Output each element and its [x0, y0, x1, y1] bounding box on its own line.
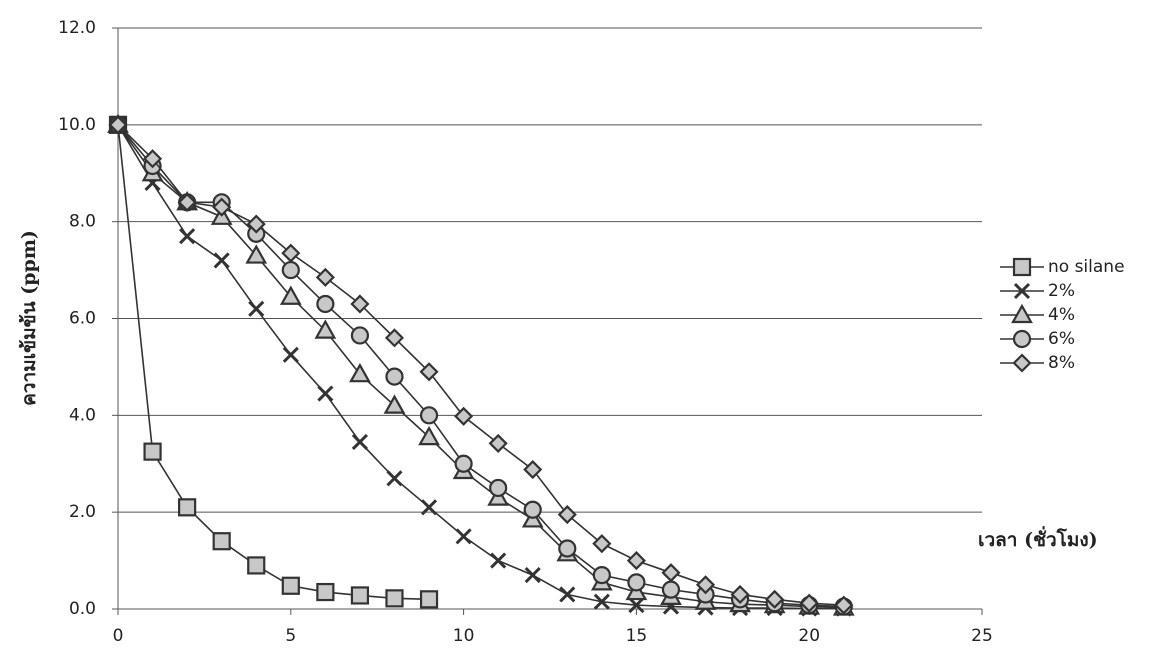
- marker: [179, 228, 196, 245]
- marker: [213, 252, 230, 269]
- marker: [626, 551, 646, 571]
- marker: [279, 285, 302, 305]
- series-line: [117, 124, 844, 610]
- marker: [212, 532, 231, 551]
- marker: [177, 192, 197, 212]
- legend-marker: [1012, 257, 1032, 277]
- marker: [765, 589, 785, 609]
- marker: [384, 328, 405, 348]
- x-tick-label: 25: [971, 626, 993, 646]
- marker: [661, 580, 681, 599]
- marker: [592, 566, 611, 585]
- series-line: [117, 124, 430, 601]
- series-line: [117, 124, 844, 609]
- marker: [592, 534, 612, 554]
- marker: [246, 214, 266, 234]
- marker: [248, 300, 265, 317]
- marker: [695, 575, 716, 595]
- y-tick-label: 4.0: [69, 405, 96, 425]
- marker: [349, 362, 371, 383]
- marker: [490, 552, 507, 569]
- marker: [454, 454, 473, 473]
- legend-label: no silane: [1048, 257, 1125, 277]
- marker: [523, 460, 543, 480]
- x-tick-label: 10: [453, 626, 475, 646]
- marker: [419, 362, 439, 382]
- marker: [524, 567, 541, 584]
- marker: [315, 267, 335, 287]
- y-tick-label: 6.0: [69, 309, 96, 329]
- y-tick-label: 0.0: [69, 599, 96, 619]
- y-tick-label: 2.0: [69, 502, 96, 522]
- marker: [314, 319, 337, 339]
- marker: [282, 346, 299, 363]
- legend-marker: [1011, 303, 1033, 324]
- marker: [420, 499, 438, 516]
- marker: [558, 539, 577, 558]
- marker: [383, 394, 406, 414]
- marker: [350, 326, 370, 345]
- marker: [799, 593, 819, 613]
- marker: [488, 433, 508, 453]
- marker: [489, 478, 508, 498]
- marker: [316, 582, 335, 602]
- legend-marker: [1012, 329, 1032, 349]
- marker: [627, 573, 646, 592]
- y-tick-label: 10.0: [58, 115, 96, 135]
- x-tick-label: 0: [113, 626, 124, 646]
- marker: [178, 498, 197, 517]
- marker: [455, 528, 472, 545]
- marker: [454, 406, 474, 426]
- legend-label: 2%: [1048, 281, 1075, 301]
- legend-marker: [1012, 353, 1032, 373]
- annotation: เวลา (ชั่วโมง): [978, 526, 1098, 551]
- marker: [559, 586, 576, 603]
- marker: [385, 589, 404, 608]
- y-axis-title: ความเข้มข้น (ppm): [18, 230, 40, 406]
- x-tick-label: 20: [798, 626, 820, 646]
- marker: [350, 586, 370, 605]
- legend-label: 8%: [1048, 353, 1075, 373]
- marker: [523, 500, 542, 519]
- marker: [350, 294, 370, 314]
- marker: [661, 563, 681, 583]
- marker: [212, 197, 232, 217]
- marker: [281, 576, 300, 595]
- marker: [385, 367, 404, 386]
- marker: [143, 442, 162, 461]
- marker: [593, 593, 610, 610]
- marker: [351, 433, 368, 451]
- marker: [419, 590, 439, 609]
- marker: [281, 243, 301, 263]
- x-tick-label: 15: [626, 626, 648, 646]
- marker: [108, 115, 128, 135]
- y-tick-label: 8.0: [69, 212, 96, 232]
- marker: [143, 149, 163, 169]
- legend-label: 6%: [1048, 329, 1075, 349]
- marker: [834, 595, 854, 615]
- marker: [316, 294, 335, 314]
- marker: [317, 385, 334, 402]
- marker: [730, 584, 750, 605]
- marker: [245, 244, 268, 264]
- legend-marker: [1013, 282, 1031, 300]
- series-line: [117, 124, 844, 608]
- marker: [281, 260, 300, 280]
- marker: [247, 556, 266, 575]
- x-tick-label: 5: [285, 626, 296, 646]
- legend-label: 4%: [1048, 305, 1075, 325]
- series-line: [117, 124, 844, 606]
- marker: [557, 505, 577, 525]
- marker: [419, 406, 439, 425]
- marker: [418, 425, 440, 446]
- y-tick-label: 12.0: [58, 18, 96, 38]
- marker: [386, 470, 403, 487]
- marker: [628, 597, 645, 614]
